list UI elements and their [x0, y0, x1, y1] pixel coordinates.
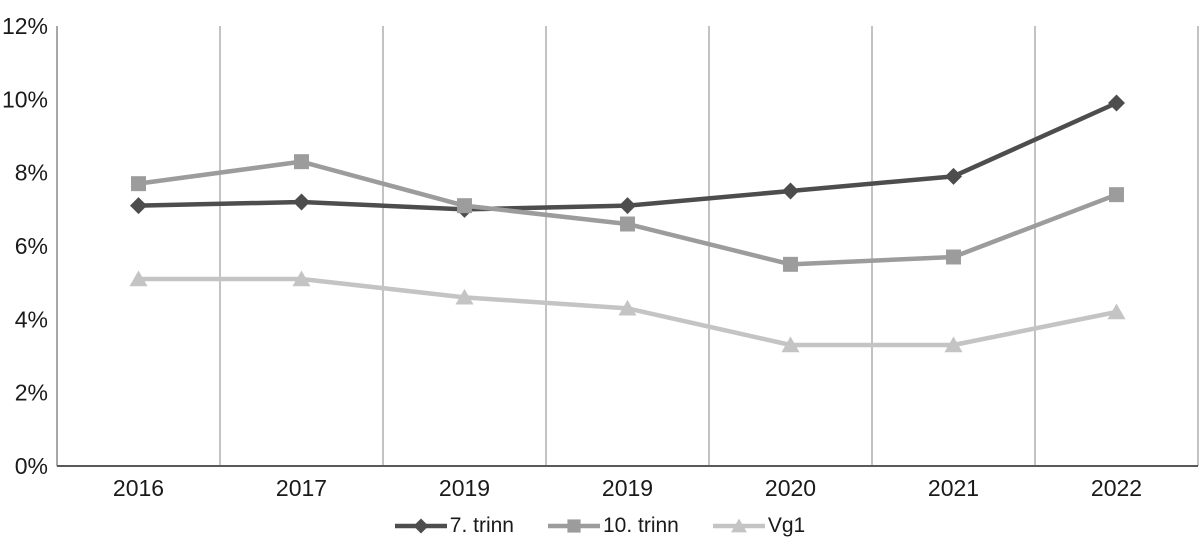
legend-item-vg1: Vg1: [712, 514, 806, 538]
square-marker-icon: [783, 256, 798, 272]
triangle-marker-icon: [618, 299, 637, 316]
y-axis-tick-label: 4%: [15, 306, 48, 332]
series-vg1: [129, 270, 1126, 353]
chart-legend: 7. trinn 10. trinn Vg1: [0, 514, 1200, 538]
square-marker-icon: [457, 198, 472, 214]
legend-label-vg1: Vg1: [767, 514, 806, 537]
triangle-marker-icon: [129, 270, 148, 287]
legend-item-7-trinn: 7. trinn: [394, 514, 514, 538]
diamond-marker-icon: [293, 193, 310, 211]
square-marker-icon: [946, 249, 961, 265]
x-axis-tick-label: 2020: [765, 475, 816, 501]
square-marker-icon: [547, 517, 600, 535]
square-marker-icon: [620, 216, 635, 232]
diamond-marker-icon: [413, 518, 429, 534]
series-line: [136, 100, 1119, 212]
y-axis-tick-label: 8%: [15, 160, 48, 186]
y-axis-tick-label: 6%: [15, 233, 48, 259]
legend-label-7-trinn: 7. trinn: [449, 514, 514, 537]
series-10-trinn: [131, 154, 1124, 272]
x-axis-tick-label: 2016: [113, 475, 164, 501]
triangle-marker-icon: [455, 288, 474, 305]
triangle-marker-icon: [712, 517, 765, 535]
triangle-marker-icon: [730, 518, 747, 533]
x-axis-tick-label: 2021: [928, 475, 979, 501]
x-axis-tick-label: 2017: [276, 475, 327, 501]
triangle-marker-icon: [292, 270, 311, 287]
legend-label-10-trinn: 10. trinn: [602, 514, 679, 537]
y-axis-tick-label: 0%: [15, 453, 48, 479]
y-axis-tick-label: 2%: [15, 380, 48, 406]
triangle-marker-icon: [944, 336, 963, 353]
triangle-marker-icon: [1107, 303, 1126, 320]
triangle-marker-icon: [781, 336, 800, 353]
square-marker-icon: [131, 176, 146, 192]
square-marker-icon: [1109, 187, 1124, 203]
x-axis-tick-label: 2022: [1091, 475, 1142, 501]
diamond-marker-icon: [130, 197, 147, 215]
x-axis-tick-label: 2019: [439, 475, 490, 501]
diamond-marker-icon: [945, 167, 962, 185]
diamond-marker-icon: [394, 517, 447, 535]
series-7-trinn: [130, 94, 1125, 218]
square-marker-icon: [567, 519, 581, 533]
diamond-marker-icon: [619, 197, 636, 215]
y-axis-tick-label: 12%: [2, 13, 48, 39]
diamond-marker-icon: [1108, 94, 1125, 112]
line-chart: 0% 2% 4% 6% 8% 10% 12% 2016 2017 2019 2019 2020 2021…: [2, 13, 1199, 501]
y-axis-tick-label: 10%: [2, 86, 48, 112]
square-marker-icon: [294, 154, 309, 170]
x-axis-tick-label: 2019: [602, 475, 653, 501]
legend-item-10-trinn: 10. trinn: [547, 514, 679, 538]
diamond-marker-icon: [782, 182, 799, 200]
